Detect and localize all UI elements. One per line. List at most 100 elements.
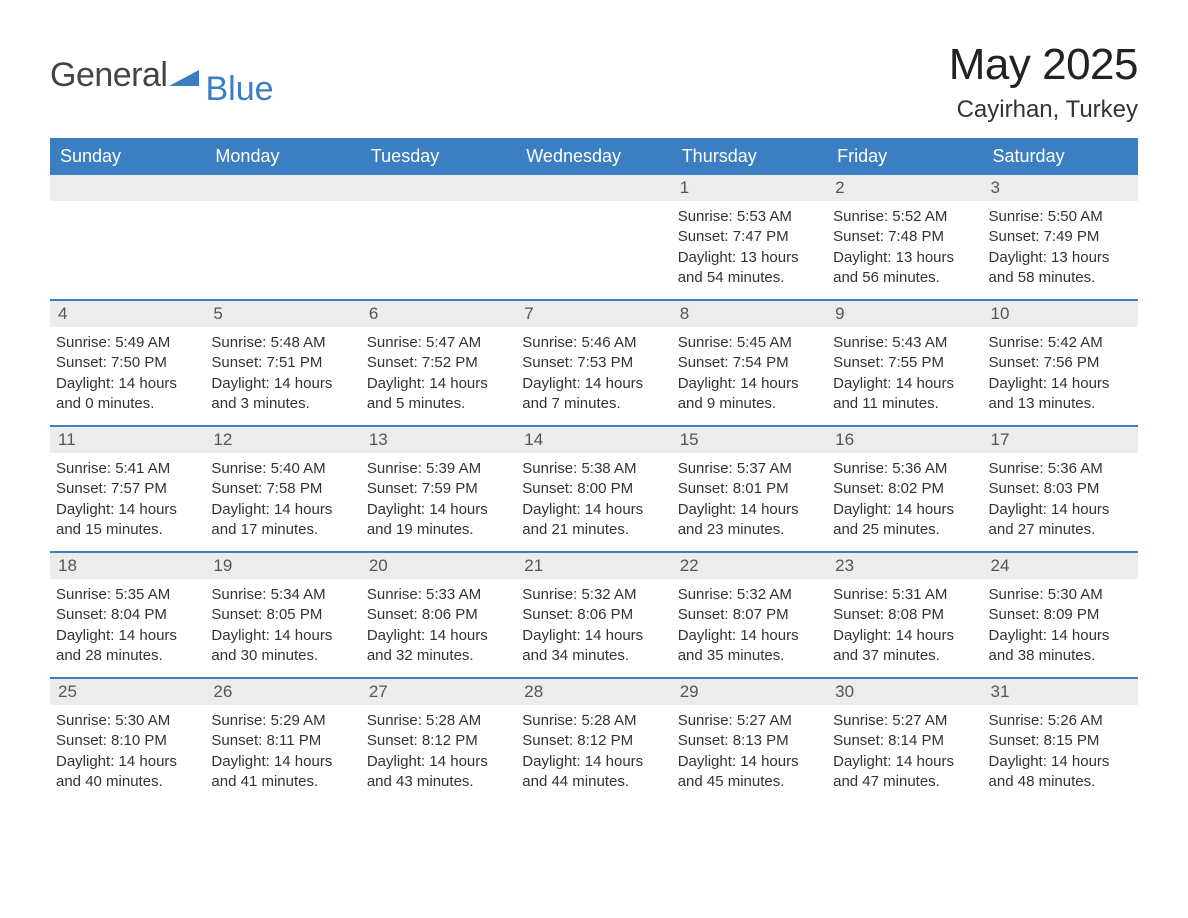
daylight-text: Daylight: 14 hours and 48 minutes. xyxy=(989,752,1132,793)
day-number: 16 xyxy=(827,427,982,453)
daylight-text: Daylight: 14 hours and 9 minutes. xyxy=(678,374,821,415)
calendar-day: 22Sunrise: 5:32 AMSunset: 8:07 PMDayligh… xyxy=(672,553,827,677)
day-body: Sunrise: 5:31 AMSunset: 8:08 PMDaylight:… xyxy=(827,579,982,676)
day-body: Sunrise: 5:49 AMSunset: 7:50 PMDaylight:… xyxy=(50,327,205,424)
calendar-day: 24Sunrise: 5:30 AMSunset: 8:09 PMDayligh… xyxy=(983,553,1138,677)
sunrise-text: Sunrise: 5:33 AM xyxy=(367,585,510,605)
sunrise-text: Sunrise: 5:27 AM xyxy=(678,711,821,731)
calendar-day: 15Sunrise: 5:37 AMSunset: 8:01 PMDayligh… xyxy=(672,427,827,551)
sunset-text: Sunset: 7:49 PM xyxy=(989,227,1132,247)
sunset-text: Sunset: 8:07 PM xyxy=(678,605,821,625)
sunrise-text: Sunrise: 5:37 AM xyxy=(678,459,821,479)
calendar-day xyxy=(361,175,516,299)
logo: General Blue xyxy=(50,40,274,95)
calendar-day: 26Sunrise: 5:29 AMSunset: 8:11 PMDayligh… xyxy=(205,679,360,803)
day-body: Sunrise: 5:46 AMSunset: 7:53 PMDaylight:… xyxy=(516,327,671,424)
day-number: 23 xyxy=(827,553,982,579)
sunrise-text: Sunrise: 5:29 AM xyxy=(211,711,354,731)
sunset-text: Sunset: 7:57 PM xyxy=(56,479,199,499)
day-body: Sunrise: 5:41 AMSunset: 7:57 PMDaylight:… xyxy=(50,453,205,550)
sunset-text: Sunset: 8:06 PM xyxy=(522,605,665,625)
sunrise-text: Sunrise: 5:32 AM xyxy=(522,585,665,605)
calendar-week: 18Sunrise: 5:35 AMSunset: 8:04 PMDayligh… xyxy=(50,551,1138,677)
day-body: Sunrise: 5:28 AMSunset: 8:12 PMDaylight:… xyxy=(361,705,516,802)
day-body xyxy=(50,201,205,291)
daylight-text: Daylight: 14 hours and 5 minutes. xyxy=(367,374,510,415)
sunset-text: Sunset: 8:12 PM xyxy=(522,731,665,751)
sunset-text: Sunset: 8:15 PM xyxy=(989,731,1132,751)
daylight-text: Daylight: 14 hours and 11 minutes. xyxy=(833,374,976,415)
sunrise-text: Sunrise: 5:47 AM xyxy=(367,333,510,353)
sunrise-text: Sunrise: 5:48 AM xyxy=(211,333,354,353)
sunset-text: Sunset: 8:14 PM xyxy=(833,731,976,751)
sunset-text: Sunset: 7:51 PM xyxy=(211,353,354,373)
day-number: 29 xyxy=(672,679,827,705)
day-body: Sunrise: 5:47 AMSunset: 7:52 PMDaylight:… xyxy=(361,327,516,424)
day-body: Sunrise: 5:29 AMSunset: 8:11 PMDaylight:… xyxy=(205,705,360,802)
sunset-text: Sunset: 7:55 PM xyxy=(833,353,976,373)
sunrise-text: Sunrise: 5:52 AM xyxy=(833,207,976,227)
daylight-text: Daylight: 14 hours and 45 minutes. xyxy=(678,752,821,793)
daylight-text: Daylight: 14 hours and 19 minutes. xyxy=(367,500,510,541)
sunrise-text: Sunrise: 5:53 AM xyxy=(678,207,821,227)
sunset-text: Sunset: 7:50 PM xyxy=(56,353,199,373)
daylight-text: Daylight: 14 hours and 38 minutes. xyxy=(989,626,1132,667)
day-body: Sunrise: 5:30 AMSunset: 8:10 PMDaylight:… xyxy=(50,705,205,802)
daylight-text: Daylight: 14 hours and 44 minutes. xyxy=(522,752,665,793)
daylight-text: Daylight: 14 hours and 13 minutes. xyxy=(989,374,1132,415)
daylight-text: Daylight: 14 hours and 0 minutes. xyxy=(56,374,199,415)
sunrise-text: Sunrise: 5:35 AM xyxy=(56,585,199,605)
daylight-text: Daylight: 14 hours and 15 minutes. xyxy=(56,500,199,541)
calendar-day: 7Sunrise: 5:46 AMSunset: 7:53 PMDaylight… xyxy=(516,301,671,425)
calendar-day xyxy=(50,175,205,299)
day-body: Sunrise: 5:48 AMSunset: 7:51 PMDaylight:… xyxy=(205,327,360,424)
calendar-day: 2Sunrise: 5:52 AMSunset: 7:48 PMDaylight… xyxy=(827,175,982,299)
daylight-text: Daylight: 14 hours and 43 minutes. xyxy=(367,752,510,793)
sunset-text: Sunset: 8:05 PM xyxy=(211,605,354,625)
day-body: Sunrise: 5:40 AMSunset: 7:58 PMDaylight:… xyxy=(205,453,360,550)
day-body: Sunrise: 5:35 AMSunset: 8:04 PMDaylight:… xyxy=(50,579,205,676)
calendar-day: 3Sunrise: 5:50 AMSunset: 7:49 PMDaylight… xyxy=(983,175,1138,299)
day-number: 1 xyxy=(672,175,827,201)
day-number: 7 xyxy=(516,301,671,327)
calendar: Sunday Monday Tuesday Wednesday Thursday… xyxy=(50,138,1138,803)
day-body: Sunrise: 5:38 AMSunset: 8:00 PMDaylight:… xyxy=(516,453,671,550)
day-number: 9 xyxy=(827,301,982,327)
dayhead-thursday: Thursday xyxy=(672,138,827,175)
day-body: Sunrise: 5:37 AMSunset: 8:01 PMDaylight:… xyxy=(672,453,827,550)
sunset-text: Sunset: 8:04 PM xyxy=(56,605,199,625)
day-body: Sunrise: 5:36 AMSunset: 8:02 PMDaylight:… xyxy=(827,453,982,550)
calendar-day: 10Sunrise: 5:42 AMSunset: 7:56 PMDayligh… xyxy=(983,301,1138,425)
sunset-text: Sunset: 8:06 PM xyxy=(367,605,510,625)
day-number: 25 xyxy=(50,679,205,705)
day-number: 11 xyxy=(50,427,205,453)
day-number: 20 xyxy=(361,553,516,579)
day-body: Sunrise: 5:27 AMSunset: 8:14 PMDaylight:… xyxy=(827,705,982,802)
logo-mark-icon xyxy=(169,56,199,95)
calendar-day: 29Sunrise: 5:27 AMSunset: 8:13 PMDayligh… xyxy=(672,679,827,803)
day-number: 6 xyxy=(361,301,516,327)
dayhead-tuesday: Tuesday xyxy=(361,138,516,175)
calendar-day: 4Sunrise: 5:49 AMSunset: 7:50 PMDaylight… xyxy=(50,301,205,425)
sunset-text: Sunset: 7:52 PM xyxy=(367,353,510,373)
daylight-text: Daylight: 14 hours and 34 minutes. xyxy=(522,626,665,667)
logo-text-blue: Blue xyxy=(205,70,273,109)
sunrise-text: Sunrise: 5:41 AM xyxy=(56,459,199,479)
sunset-text: Sunset: 8:01 PM xyxy=(678,479,821,499)
day-number: 4 xyxy=(50,301,205,327)
sunrise-text: Sunrise: 5:26 AM xyxy=(989,711,1132,731)
sunset-text: Sunset: 8:02 PM xyxy=(833,479,976,499)
month-title: May 2025 xyxy=(949,40,1138,90)
day-number: 10 xyxy=(983,301,1138,327)
daylight-text: Daylight: 14 hours and 21 minutes. xyxy=(522,500,665,541)
day-number: 14 xyxy=(516,427,671,453)
sunrise-text: Sunrise: 5:39 AM xyxy=(367,459,510,479)
sunrise-text: Sunrise: 5:32 AM xyxy=(678,585,821,605)
daylight-text: Daylight: 14 hours and 47 minutes. xyxy=(833,752,976,793)
calendar-day: 18Sunrise: 5:35 AMSunset: 8:04 PMDayligh… xyxy=(50,553,205,677)
day-number: 26 xyxy=(205,679,360,705)
calendar-day: 23Sunrise: 5:31 AMSunset: 8:08 PMDayligh… xyxy=(827,553,982,677)
dayhead-monday: Monday xyxy=(205,138,360,175)
sunset-text: Sunset: 7:59 PM xyxy=(367,479,510,499)
sunrise-text: Sunrise: 5:38 AM xyxy=(522,459,665,479)
